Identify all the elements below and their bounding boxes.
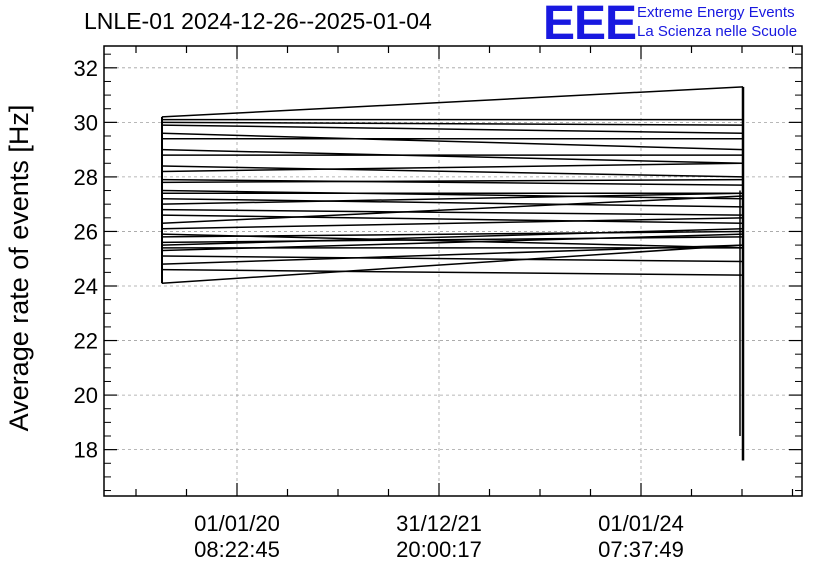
series-line <box>161 244 744 265</box>
x-tick-date-label: 01/01/20 <box>194 511 280 536</box>
eee-logo: EEE <box>543 0 637 50</box>
grid <box>104 46 802 496</box>
y-tick-label: 22 <box>74 329 98 354</box>
y-tick-label: 20 <box>74 383 98 408</box>
series-line <box>161 230 744 238</box>
y-tick-label: 32 <box>74 56 98 81</box>
y-tick-label: 28 <box>74 165 98 190</box>
y-tick-label: 30 <box>74 110 98 135</box>
y-axis-label: Average rate of events [Hz] <box>4 105 34 432</box>
series-line <box>161 165 744 178</box>
series-line <box>161 217 744 230</box>
x-tick-time-label: 20:00:17 <box>396 537 482 562</box>
chart-title: LNLE-01 2024-12-26--2025-01-04 <box>84 8 432 34</box>
series-line <box>161 268 744 276</box>
series-line <box>161 124 744 135</box>
series-line <box>161 86 744 118</box>
series-line <box>161 162 744 173</box>
series-line <box>161 214 744 225</box>
series-line <box>161 121 744 126</box>
series-line <box>161 132 744 151</box>
series-line <box>161 255 744 263</box>
brand-name: Extreme Energy Events <box>637 4 795 21</box>
series-line <box>161 189 744 200</box>
series-line <box>161 192 744 205</box>
brand-tagline: La Scienza nelle Scuole <box>637 23 798 40</box>
data-lines <box>161 86 745 461</box>
x-tick-date-label: 31/12/21 <box>396 511 482 536</box>
x-tick-time-label: 07:37:49 <box>598 537 684 562</box>
plot-frame <box>103 45 803 497</box>
series-line <box>161 148 744 165</box>
series-line <box>161 195 744 225</box>
series-line <box>161 244 744 285</box>
y-tick-label: 18 <box>74 438 98 463</box>
x-tick-date-label: 01/01/24 <box>598 511 684 536</box>
series-line <box>161 197 744 208</box>
x-tick-time-label: 08:22:45 <box>194 537 280 562</box>
y-tick-label: 26 <box>74 219 98 244</box>
series-line <box>161 208 744 216</box>
y-tick-label: 24 <box>74 274 98 299</box>
series-line <box>161 178 744 184</box>
series-line <box>161 178 744 186</box>
series-line <box>161 233 744 252</box>
series-line <box>161 227 744 246</box>
axis-ticks <box>104 46 802 496</box>
series-line <box>161 236 744 244</box>
